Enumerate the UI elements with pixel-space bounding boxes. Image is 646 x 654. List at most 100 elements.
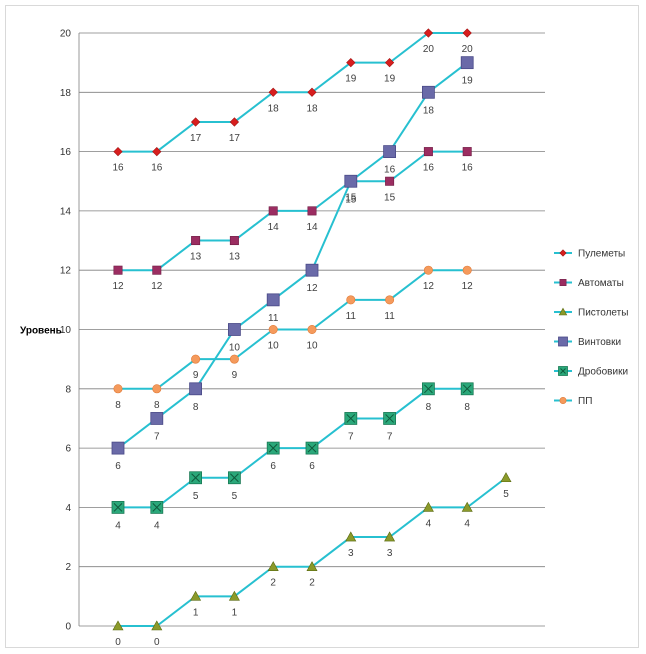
- point-2-5: [306, 561, 318, 572]
- legend-marker-5: [559, 397, 567, 404]
- point-2-0: [112, 620, 124, 631]
- point-4-8: [421, 382, 435, 396]
- point-4-8-x2: [424, 384, 433, 394]
- point-5-3: [229, 354, 239, 364]
- point-1-9: [462, 147, 472, 157]
- data-label-4-0: 4: [115, 520, 121, 531]
- point-2-4: [267, 561, 279, 572]
- point-1-0: [113, 265, 123, 275]
- data-label-3-6: 15: [345, 194, 357, 205]
- data-label-5-7: 11: [384, 311, 395, 322]
- series-markers: [111, 28, 512, 631]
- data-label-3-4: 11: [268, 313, 279, 324]
- data-label-0-1: 16: [151, 163, 163, 174]
- data-label-0-0: 16: [112, 163, 124, 174]
- point-0-6: [346, 58, 356, 68]
- point-0-1: [152, 146, 162, 157]
- point-2-8: [422, 501, 434, 512]
- legend-marker-4-x2: [560, 368, 566, 374]
- point-5-5: [307, 324, 317, 334]
- data-label-5-1: 8: [154, 400, 160, 411]
- data-label-2-10: 5: [503, 489, 509, 500]
- data-label-2-8: 4: [426, 518, 432, 529]
- legend: Пулеметы Автоматы Пистолеты Винтовки Дробови…: [554, 249, 628, 407]
- y-tick-label-18: 18: [60, 88, 72, 99]
- point-5-9: [462, 265, 472, 275]
- point-3-4: [266, 293, 280, 307]
- data-label-5-5: 10: [306, 341, 318, 352]
- data-label-0-4: 18: [268, 103, 280, 114]
- legend-entry-5: ПП: [578, 396, 592, 407]
- data-label-4-6: 7: [348, 431, 354, 442]
- point-1-1: [152, 265, 162, 275]
- point-4-6: [344, 412, 358, 425]
- data-label-5-3: 9: [232, 370, 238, 381]
- y-tick-label-16: 16: [60, 147, 72, 158]
- data-label-3-0: 6: [115, 461, 121, 472]
- point-1-8: [423, 147, 433, 157]
- series-line-1: [118, 150, 468, 272]
- data-label-0-9: 20: [462, 44, 474, 55]
- chart-frame: [5, 5, 639, 648]
- legend-entry-1: Автоматы: [578, 278, 624, 289]
- data-label-1-6: 15: [345, 192, 357, 203]
- point-0-3: [229, 117, 240, 127]
- point-4-2: [189, 471, 203, 485]
- data-label-2-3: 1: [232, 607, 238, 618]
- data-label-2-6: 3: [348, 548, 354, 559]
- data-label-2-7: 3: [387, 548, 393, 559]
- point-1-3: [229, 236, 239, 246]
- data-label-5-4: 10: [268, 341, 280, 352]
- point-3-7: [383, 145, 397, 159]
- y-tick-label-0: 0: [65, 622, 71, 633]
- data-label-5-9: 12: [462, 281, 474, 292]
- data-label-4-5: 6: [309, 461, 315, 472]
- point-2-7: [384, 531, 396, 542]
- data-label-1-0: 12: [112, 281, 124, 292]
- point-5-1: [152, 384, 162, 394]
- series-line-0: [118, 32, 468, 153]
- data-label-2-9: 4: [464, 518, 470, 529]
- point-4-6-x2: [346, 414, 356, 423]
- point-4-2-x2: [191, 473, 200, 483]
- data-label-3-2: 8: [193, 402, 199, 413]
- data-label-3-7: 16: [384, 165, 396, 176]
- point-4-7-x2: [385, 414, 394, 423]
- y-tick-label-14: 14: [60, 206, 72, 217]
- point-2-1: [151, 620, 163, 631]
- data-label-4-7: 7: [387, 431, 393, 442]
- point-4-5-x2: [307, 443, 317, 453]
- data-label-1-7: 15: [384, 192, 396, 203]
- legend-marker-1: [559, 279, 567, 286]
- point-0-4: [268, 87, 278, 97]
- data-label-4-3: 5: [232, 491, 238, 502]
- point-5-8: [423, 265, 433, 275]
- point-3-9: [460, 56, 474, 70]
- point-0-2: [190, 117, 201, 127]
- data-label-1-2: 13: [190, 252, 202, 263]
- point-0-5: [307, 87, 317, 97]
- point-5-0: [113, 384, 123, 394]
- point-1-5: [307, 206, 317, 216]
- series-line-2: [118, 476, 507, 627]
- point-4-3: [227, 471, 241, 485]
- point-0-0: [113, 146, 123, 157]
- point-0-7: [384, 58, 395, 68]
- point-1-2: [191, 236, 201, 246]
- point-2-9: [461, 501, 473, 512]
- legend-entry-4: Дробовики: [578, 366, 628, 378]
- legend-marker-4: [558, 366, 568, 376]
- point-3-0: [111, 441, 125, 455]
- y-tick-label-10: 10: [60, 325, 72, 336]
- data-label-4-8: 8: [426, 402, 432, 413]
- data-label-4-9: 8: [464, 402, 470, 413]
- point-5-4: [268, 324, 278, 334]
- point-4-1-x2: [152, 503, 162, 512]
- y-tick-label-12: 12: [60, 266, 72, 277]
- y-tick-label-6: 6: [65, 444, 71, 455]
- data-label-2-4: 2: [270, 578, 276, 589]
- data-label-5-2: 9: [193, 370, 199, 381]
- legend-entry-2: Пистолеты: [578, 308, 628, 319]
- data-label-0-7: 19: [384, 74, 396, 85]
